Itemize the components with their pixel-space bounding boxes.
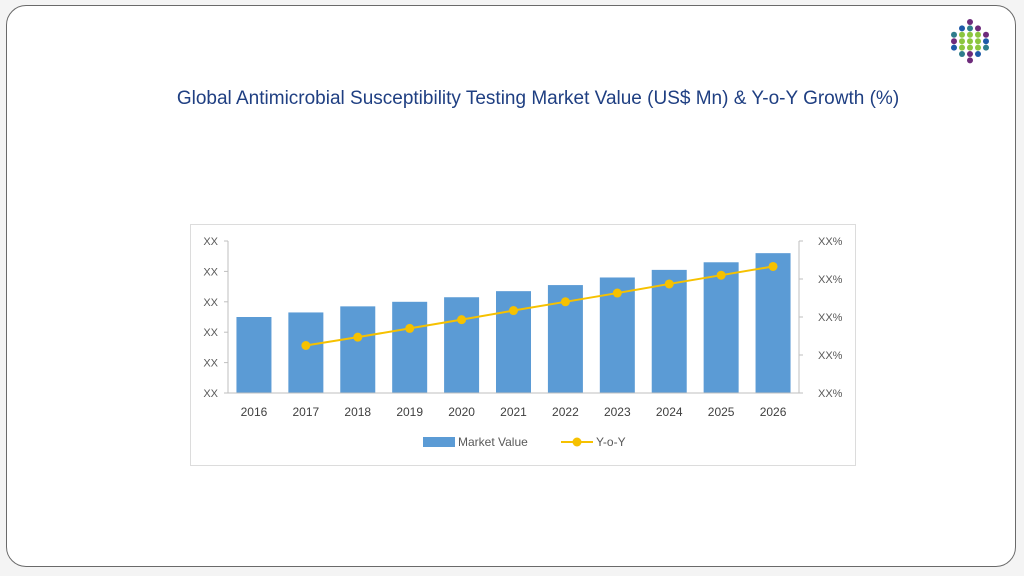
x-tick-label-2019: 2019	[396, 405, 423, 419]
bar-market-value-2024	[651, 269, 687, 393]
yoy-point-2022	[560, 297, 570, 307]
yoy-point-2019	[405, 323, 415, 333]
x-tick-label-2017: 2017	[293, 405, 320, 419]
x-tick-label-2024: 2024	[656, 405, 683, 419]
legend-swatch-market-value	[423, 437, 455, 447]
logo-dot	[967, 19, 973, 25]
yoy-point-2026	[768, 261, 778, 271]
bar-market-value-2017	[288, 312, 324, 393]
yoy-point-2018	[353, 332, 363, 342]
y-left-tick-label: XX	[203, 388, 218, 400]
logo-dot	[967, 38, 973, 45]
x-tick-label-2022: 2022	[552, 405, 579, 419]
logo-dot	[975, 25, 981, 32]
bar-market-value-2016	[236, 317, 272, 393]
logo-dot	[959, 31, 965, 38]
yoy-point-2025	[716, 270, 726, 280]
chart-svg: XX XX XX XX XX XX XX% XX% XX% XX% XX% 2016 2017 201…	[203, 236, 843, 449]
legend-label-yoy: Y-o-Y	[596, 435, 626, 449]
logo-dot	[959, 25, 965, 32]
yoy-point-2024	[664, 279, 674, 289]
logo-dot	[951, 44, 957, 51]
y-right-tick-label: XX%	[818, 388, 843, 400]
x-tick-label-2023: 2023	[604, 405, 631, 419]
y-left-tick-label: XX	[203, 266, 218, 278]
yoy-point-2017	[301, 341, 311, 350]
logo-dot	[967, 44, 973, 51]
logo-dot	[951, 31, 957, 38]
yoy-line	[305, 265, 774, 347]
x-tick-label-2025: 2025	[708, 405, 735, 419]
bar-market-value-2026	[755, 253, 791, 393]
x-tick-label-2018: 2018	[344, 405, 371, 419]
y-left-tick-label: XX	[203, 236, 218, 248]
logo-dot	[967, 51, 973, 57]
y-left-tick-label: XX	[203, 358, 218, 370]
logo-dot	[967, 31, 973, 38]
y-right-tick-label: XX%	[818, 312, 843, 324]
y-left-tick-label: XX	[203, 297, 218, 309]
logo-dot	[959, 38, 965, 45]
yoy-point-2020	[457, 315, 467, 325]
y-right-tick-label: XX%	[818, 274, 843, 286]
logo-dot	[967, 25, 973, 32]
bar-market-value-2025	[703, 262, 739, 393]
legend-marker-yoy	[572, 437, 582, 447]
x-tick-label-2026: 2026	[760, 405, 787, 419]
x-tick-label-2021: 2021	[500, 405, 527, 419]
logo-dot	[975, 51, 981, 57]
logo-dot	[983, 31, 989, 38]
x-tick-label-2016: 2016	[241, 405, 268, 419]
logo-dot	[951, 38, 957, 45]
logo-dot	[959, 51, 965, 57]
y-right-tick-label: XX%	[818, 236, 843, 248]
chart-legend: Market Value Y-o-Y	[423, 435, 626, 449]
logo-dot	[975, 44, 981, 51]
logo-dot	[983, 38, 989, 45]
yoy-point-2023	[612, 288, 622, 298]
y-right-tick-label: XX%	[818, 350, 843, 362]
bar-market-value-2020	[444, 297, 480, 393]
chart-title: Global Antimicrobial Susceptibility Test…	[176, 88, 900, 109]
chart-container: XX XX XX XX XX XX XX% XX% XX% XX% XX% 2016 2017 201…	[190, 224, 856, 466]
logo-dot	[975, 38, 981, 45]
x-tick-label-2020: 2020	[448, 405, 475, 419]
logo-dot	[983, 44, 989, 51]
yoy-point-2021	[509, 306, 518, 316]
bar-market-value-2019	[392, 301, 428, 393]
logo-dot	[975, 31, 981, 38]
bar-market-value-2018	[340, 306, 376, 393]
legend-label-market-value: Market Value	[458, 435, 528, 449]
logo-dot	[967, 57, 973, 64]
logo-dot	[959, 44, 965, 51]
y-left-tick-label: XX	[203, 327, 218, 339]
company-logo-icon	[951, 19, 989, 64]
